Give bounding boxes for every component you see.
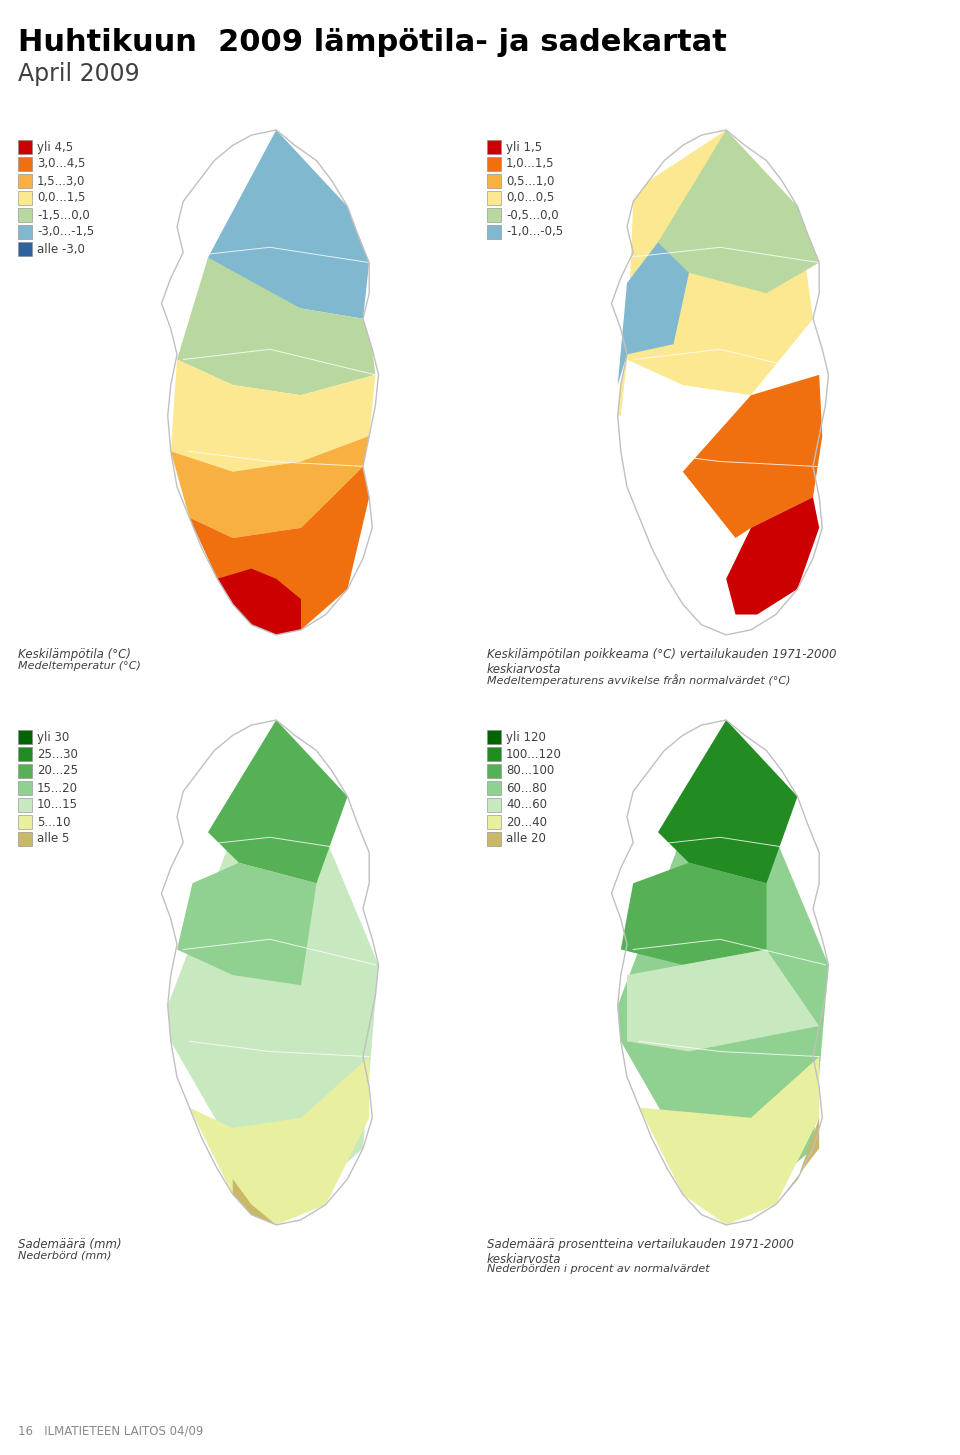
Text: 80...100: 80...100 <box>506 764 554 777</box>
Text: Sademäärä prosentteina vertailukauden 1971-2000
keskiarvosta: Sademäärä prosentteina vertailukauden 19… <box>487 1238 794 1266</box>
FancyBboxPatch shape <box>487 781 501 794</box>
Polygon shape <box>726 498 819 614</box>
Polygon shape <box>233 1179 276 1225</box>
Text: yli 1,5: yli 1,5 <box>506 141 542 153</box>
Polygon shape <box>658 129 819 294</box>
Text: 100...120: 100...120 <box>506 748 562 761</box>
Text: Medeltemperaturens avvikelse från normalvärdet (°C): Medeltemperaturens avvikelse från normal… <box>487 674 790 685</box>
Text: Keskilämpötila (°C): Keskilämpötila (°C) <box>18 647 131 661</box>
Text: Sademäärä (mm): Sademäärä (mm) <box>18 1238 122 1251</box>
FancyBboxPatch shape <box>487 832 501 845</box>
FancyBboxPatch shape <box>18 226 32 239</box>
Polygon shape <box>617 720 828 1225</box>
FancyBboxPatch shape <box>487 797 501 812</box>
FancyBboxPatch shape <box>18 832 32 845</box>
FancyBboxPatch shape <box>18 242 32 256</box>
FancyBboxPatch shape <box>18 797 32 812</box>
Text: Medeltemperatur (°C): Medeltemperatur (°C) <box>18 661 141 671</box>
Text: yli 120: yli 120 <box>506 730 546 744</box>
FancyBboxPatch shape <box>18 815 32 829</box>
Text: alle 20: alle 20 <box>506 832 546 845</box>
Polygon shape <box>208 720 348 883</box>
Text: 0,0...0,5: 0,0...0,5 <box>506 192 554 205</box>
Text: 0,0...1,5: 0,0...1,5 <box>37 192 85 205</box>
Text: 20...40: 20...40 <box>506 815 547 828</box>
Text: -1,5...0,0: -1,5...0,0 <box>37 208 89 221</box>
Polygon shape <box>621 863 766 965</box>
FancyBboxPatch shape <box>18 191 32 205</box>
Text: 60...80: 60...80 <box>506 781 547 794</box>
Text: yli 4,5: yli 4,5 <box>37 141 73 153</box>
FancyBboxPatch shape <box>487 746 501 761</box>
Polygon shape <box>217 569 301 634</box>
FancyBboxPatch shape <box>487 157 501 172</box>
FancyBboxPatch shape <box>487 191 501 205</box>
Text: -1,0...-0,5: -1,0...-0,5 <box>506 226 564 239</box>
Polygon shape <box>171 359 375 471</box>
Text: 25...30: 25...30 <box>37 748 78 761</box>
Polygon shape <box>658 720 798 883</box>
FancyBboxPatch shape <box>487 208 501 223</box>
Text: 1,0...1,5: 1,0...1,5 <box>506 157 555 170</box>
Text: 40...60: 40...60 <box>506 799 547 812</box>
Polygon shape <box>683 375 823 538</box>
Text: alle -3,0: alle -3,0 <box>37 243 84 256</box>
Polygon shape <box>177 863 317 985</box>
Polygon shape <box>177 258 375 396</box>
Text: Huhtikuun  2009 lämpötila- ja sadekartat: Huhtikuun 2009 lämpötila- ja sadekartat <box>18 28 727 57</box>
Polygon shape <box>617 129 813 416</box>
FancyBboxPatch shape <box>487 140 501 154</box>
FancyBboxPatch shape <box>487 226 501 239</box>
Text: 5...10: 5...10 <box>37 815 70 828</box>
FancyBboxPatch shape <box>487 815 501 829</box>
Text: April 2009: April 2009 <box>18 63 139 86</box>
FancyBboxPatch shape <box>18 781 32 794</box>
Text: 15...20: 15...20 <box>37 781 78 794</box>
Text: -0,5...0,0: -0,5...0,0 <box>506 208 559 221</box>
Text: 20...25: 20...25 <box>37 764 78 777</box>
FancyBboxPatch shape <box>18 730 32 744</box>
Text: -3,0...-1,5: -3,0...-1,5 <box>37 226 94 239</box>
Text: 3,0...4,5: 3,0...4,5 <box>37 157 85 170</box>
FancyBboxPatch shape <box>18 140 32 154</box>
FancyBboxPatch shape <box>18 157 32 172</box>
Text: alle 5: alle 5 <box>37 832 69 845</box>
Text: 10...15: 10...15 <box>37 799 78 812</box>
Polygon shape <box>639 1056 819 1225</box>
Polygon shape <box>171 436 370 538</box>
Text: 16   ILMATIETEEN LAITOS 04/09: 16 ILMATIETEEN LAITOS 04/09 <box>18 1424 204 1438</box>
FancyBboxPatch shape <box>487 730 501 744</box>
FancyBboxPatch shape <box>18 764 32 778</box>
Text: yli 30: yli 30 <box>37 730 69 744</box>
Polygon shape <box>189 1056 370 1225</box>
Text: 0,5...1,0: 0,5...1,0 <box>506 175 554 188</box>
Text: 1,5...3,0: 1,5...3,0 <box>37 175 85 188</box>
Polygon shape <box>189 467 370 630</box>
FancyBboxPatch shape <box>487 175 501 188</box>
FancyBboxPatch shape <box>18 175 32 188</box>
FancyBboxPatch shape <box>18 746 32 761</box>
FancyBboxPatch shape <box>487 764 501 778</box>
Polygon shape <box>208 129 370 319</box>
Polygon shape <box>617 242 689 386</box>
Polygon shape <box>168 720 378 1225</box>
FancyBboxPatch shape <box>18 208 32 223</box>
Polygon shape <box>627 950 819 1052</box>
Text: Nederbörden i procent av normalvärdet: Nederbörden i procent av normalvärdet <box>487 1264 709 1275</box>
Polygon shape <box>776 1117 819 1205</box>
Text: Keskilämpötilan poikkeama (°C) vertailukauden 1971-2000
keskiarvosta: Keskilämpötilan poikkeama (°C) vertailuk… <box>487 647 836 677</box>
Text: Nederbörd (mm): Nederbörd (mm) <box>18 1251 111 1261</box>
